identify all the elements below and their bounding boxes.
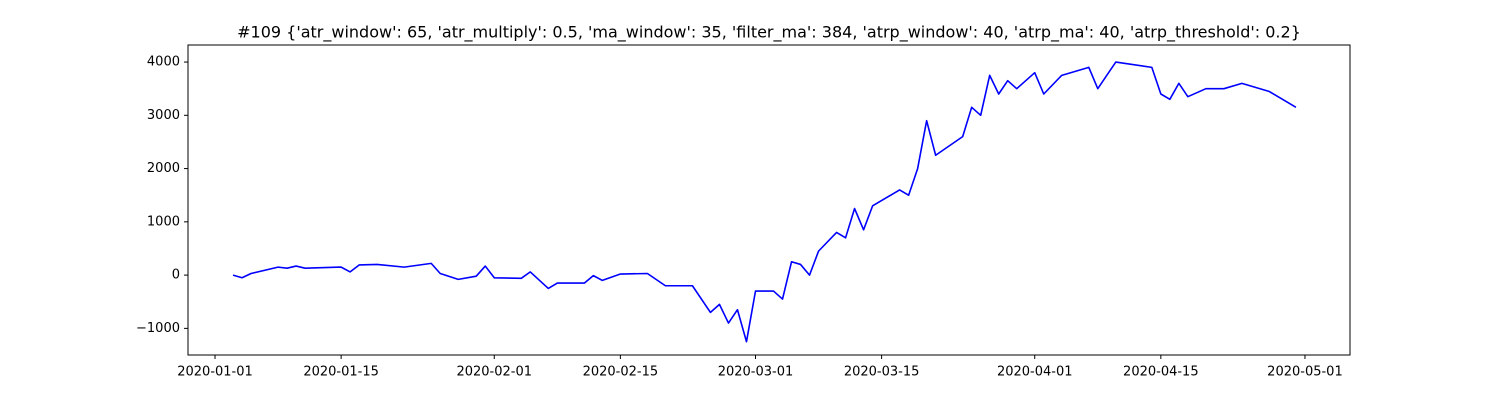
x-tick-label: 2020-03-15 — [844, 365, 920, 380]
line-series — [232, 61, 1297, 343]
y-tick-label: 3000 — [147, 108, 180, 123]
x-tick-label: 2020-01-01 — [177, 365, 253, 380]
y-tick-label: −1000 — [136, 321, 180, 336]
x-tick-label: 2020-02-01 — [456, 365, 532, 380]
x-tick-label: 2020-01-15 — [303, 365, 379, 380]
x-tick-label: 2020-03-01 — [718, 365, 794, 380]
y-tick-label: 0 — [172, 268, 180, 283]
x-tick-label: 2020-04-01 — [997, 365, 1073, 380]
chart-title: #109 {'atr_window': 65, 'atr_multiply': … — [237, 23, 1301, 43]
plot-frame — [187, 44, 1351, 356]
y-tick-label: 1000 — [147, 214, 180, 229]
x-tick-label: 2020-05-01 — [1267, 365, 1343, 380]
y-tick-label: 4000 — [147, 55, 180, 70]
y-tick-label: 2000 — [147, 161, 180, 176]
x-tick-label: 2020-02-15 — [583, 365, 659, 380]
x-tick-label: 2020-04-15 — [1123, 365, 1199, 380]
